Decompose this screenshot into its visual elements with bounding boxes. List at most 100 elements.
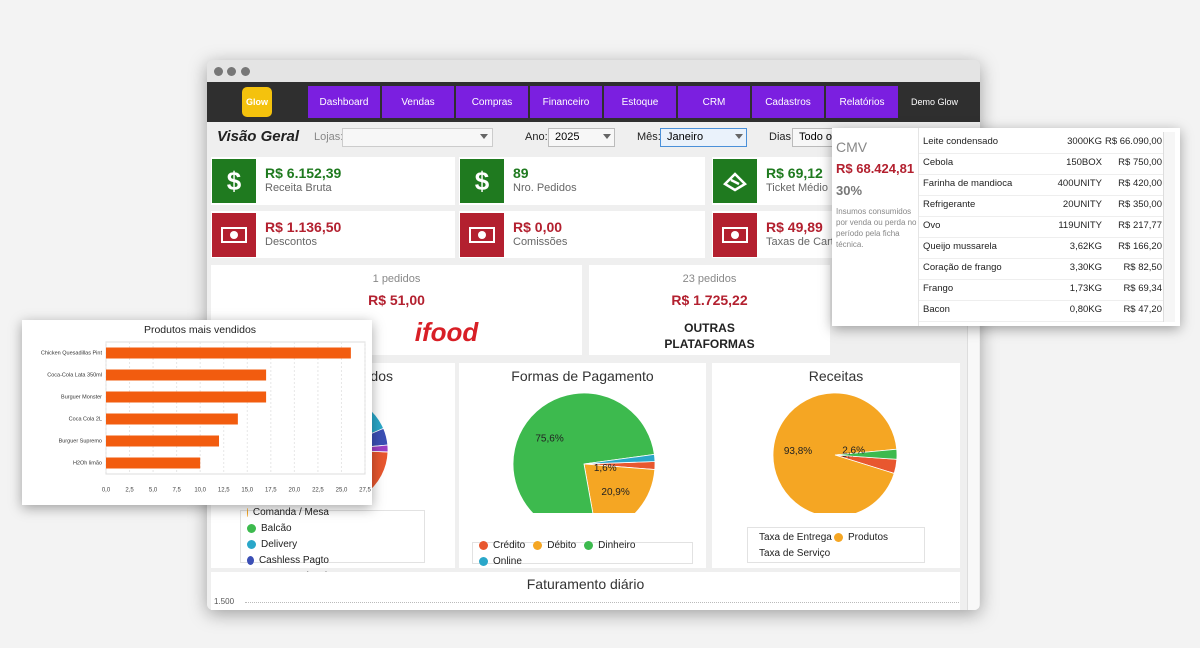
legend-item: Cashless Pagto <box>247 553 329 569</box>
item-cost: R$ 66.090,00 <box>1104 136 1162 147</box>
table-row-line <box>919 174 1163 175</box>
window-dot <box>227 67 236 76</box>
kpi-icon <box>713 159 757 203</box>
item-cost: R$ 47,20 <box>1123 304 1162 315</box>
kpi-value: R$ 49,89 <box>766 219 823 235</box>
pie-slice <box>772 392 898 513</box>
dropdown-arrow <box>735 134 743 139</box>
item-name: Ovo <box>923 220 941 231</box>
bill-shape <box>221 227 247 243</box>
item-qty: 20UNITY <box>1062 199 1102 210</box>
logo[interactable]: Glow <box>242 87 272 117</box>
nav-tab[interactable]: Compras <box>456 86 528 118</box>
dropdown-arrow <box>603 134 611 139</box>
kpi-card: R$ 0,00 Comissões <box>459 211 705 258</box>
grid-line <box>245 602 959 603</box>
legend-item: Delivery <box>247 537 329 553</box>
label: Ano: <box>525 131 548 143</box>
item-cost: R$ 166,20 <box>1118 241 1162 252</box>
legend-label: Taxa de Serviço <box>759 547 831 559</box>
label: Lojas: <box>314 131 344 143</box>
page-title: Visão Geral <box>217 128 299 145</box>
table-row-line <box>919 258 1163 259</box>
legend: Taxa de Entrega Produtos Taxa de Serviço <box>747 527 925 563</box>
platform-card: 23 pedidos R$ 1.725,22 OUTRAS PLATAFORMAS <box>589 265 830 355</box>
chart-title: Formas de Pagamento <box>511 368 654 384</box>
legend-item: Crédito <box>479 537 525 553</box>
legend-item: Online <box>479 553 522 569</box>
nav-tab[interactable]: Vendas <box>382 86 454 118</box>
kpi-value: R$ 0,00 <box>513 219 563 235</box>
item-qty: 3000KG <box>1067 136 1102 147</box>
platform-logo: ifood <box>414 317 479 347</box>
scrollbar <box>967 325 979 610</box>
legend-swatch <box>533 540 543 550</box>
legend-swatch <box>247 556 254 565</box>
pie-label: 20,9% <box>601 487 629 498</box>
pie-slice <box>834 448 898 460</box>
window-dot <box>241 67 250 76</box>
x-tick-label: 12,5 <box>218 488 230 494</box>
platform-name: OUTRAS PLATAFORMAS <box>664 321 755 351</box>
x-tick-label: 10,0 <box>194 488 206 494</box>
bar-chart-panel: Produtos mais vendidos 0,0 2,5 5,0 7,5 10,0 12… <box>22 320 372 505</box>
y-tick-label: Coca Cola 2L <box>69 416 102 422</box>
legend-label: Delivery <box>261 539 298 550</box>
nav-tab[interactable]: Dashboard <box>308 86 380 118</box>
kpi-icon-shape <box>221 227 247 243</box>
kpi-label: Taxas de Cartão <box>766 236 847 248</box>
item-name: Leite condensado <box>923 136 999 147</box>
kpi-value: R$ 1.136,50 <box>265 219 342 235</box>
kpi-label: Receita Bruta <box>265 182 332 194</box>
title-bar <box>207 60 980 82</box>
legend-swatch <box>584 540 594 550</box>
select[interactable]: 2025 <box>548 128 615 147</box>
item-qty: 150BOX <box>1066 157 1102 168</box>
table-row-line <box>919 216 1163 217</box>
nav-tab[interactable]: Cadastros <box>752 86 824 118</box>
cmv-value: R$ 68.424,81 <box>836 161 915 176</box>
item-cost: R$ 69,34 <box>1123 283 1162 294</box>
x-tick-label: 17,5 <box>265 488 277 494</box>
item-cost: R$ 750,00 <box>1118 157 1162 168</box>
select[interactable]: Janeiro <box>660 128 747 147</box>
legend-item: Dinheiro <box>584 537 635 553</box>
legend-swatch <box>479 540 488 550</box>
legend-label: Balcão <box>261 523 292 534</box>
legend-item: Produtos <box>834 529 906 545</box>
platform-value: R$ 1.725,22 <box>671 292 748 308</box>
item-cost: R$ 82,50 <box>1123 262 1162 273</box>
y-tick-label: Burguer Supremo <box>59 438 102 444</box>
kpi-icon <box>212 213 256 257</box>
cmv-panel: CMV R$ 68.424,81 30% Insumos consumidos por… <box>832 128 1180 326</box>
nav-tab[interactable]: Relatórios <box>826 86 898 118</box>
platform-orders: 1 pedidos <box>372 273 421 285</box>
pie-label: 75,6% <box>535 434 563 445</box>
bar <box>106 391 267 403</box>
nav-tab[interactable]: Financeiro <box>530 86 602 118</box>
chart-title: Receitas <box>808 368 864 384</box>
ticket-shape <box>722 172 748 192</box>
chart-panel <box>211 572 960 610</box>
dropdown-arrow <box>480 134 488 139</box>
pie-slice <box>583 463 656 513</box>
platform-value: R$ 51,00 <box>368 292 425 308</box>
scrollbar <box>1163 132 1175 322</box>
select[interactable] <box>342 128 493 147</box>
bill-shape <box>469 227 495 243</box>
item-name: Frango <box>923 283 954 294</box>
bar <box>106 435 220 447</box>
nav-tab[interactable]: Estoque <box>604 86 676 118</box>
x-tick-label: 25,0 <box>336 488 348 494</box>
item-cost: R$ 420,00 <box>1118 178 1162 189</box>
kpi-icon: $ <box>212 159 256 203</box>
label: Dias: <box>769 131 795 143</box>
nav-tab[interactable]: CRM <box>678 86 750 118</box>
item-qty: 1,73KG <box>1069 283 1102 294</box>
kpi-icon: $ <box>460 159 504 203</box>
x-tick-label: 5,0 <box>149 488 158 494</box>
item-name: Cebola <box>923 157 954 168</box>
bill-coin <box>478 231 486 239</box>
x-tick-label: 15,0 <box>241 488 253 494</box>
kpi-label: Comissões <box>513 236 568 248</box>
